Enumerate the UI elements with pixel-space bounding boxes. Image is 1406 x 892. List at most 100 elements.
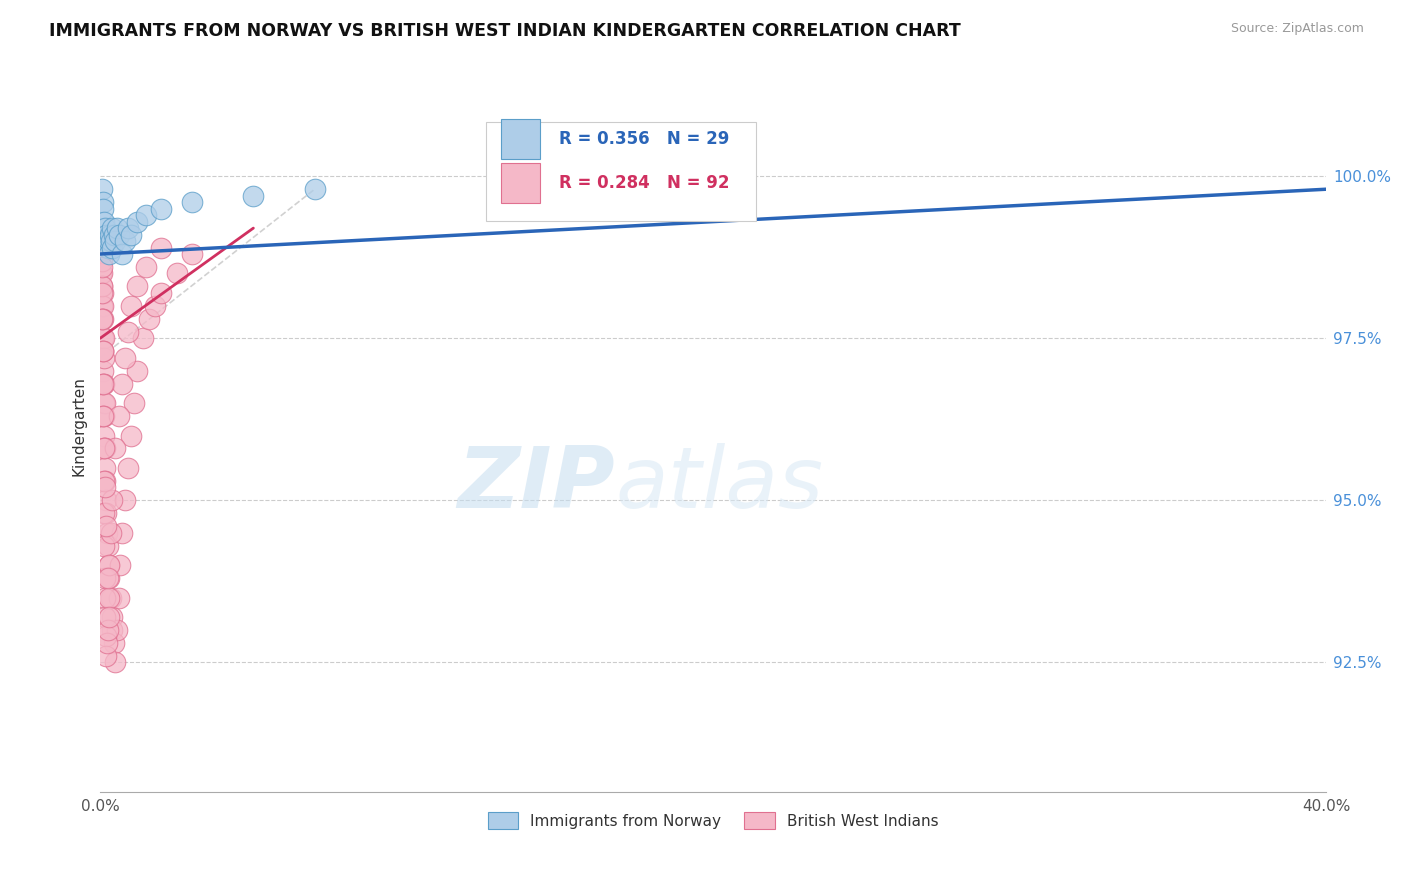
Point <box>107 409 129 423</box>
Point <box>125 214 148 228</box>
Point <box>97 623 120 637</box>
Point <box>103 636 125 650</box>
Point <box>90 247 112 261</box>
Point <box>90 267 112 281</box>
Point <box>105 623 128 637</box>
Point <box>125 279 148 293</box>
Point <box>93 442 115 456</box>
Point <box>107 227 129 242</box>
Point <box>93 409 115 423</box>
Point <box>91 285 114 300</box>
Point <box>93 506 115 520</box>
Point <box>90 279 112 293</box>
Point <box>91 344 114 359</box>
Point <box>150 202 173 216</box>
Point <box>91 279 114 293</box>
Point <box>150 285 173 300</box>
Point <box>94 461 117 475</box>
Point <box>100 591 122 605</box>
Point <box>93 428 115 442</box>
Point <box>117 461 139 475</box>
Legend: Immigrants from Norway, British West Indians: Immigrants from Norway, British West Ind… <box>481 805 945 836</box>
Point <box>91 311 114 326</box>
Point <box>101 241 124 255</box>
Point <box>150 241 173 255</box>
FancyBboxPatch shape <box>501 120 540 160</box>
Point <box>114 493 136 508</box>
FancyBboxPatch shape <box>501 162 540 202</box>
Point <box>181 195 204 210</box>
Point <box>96 525 118 540</box>
Point <box>91 376 114 391</box>
Point <box>96 506 118 520</box>
Text: ZIP: ZIP <box>457 442 614 526</box>
Point <box>96 636 118 650</box>
Point <box>97 591 120 605</box>
Point <box>90 234 112 248</box>
Point <box>91 344 114 359</box>
Point <box>91 331 114 345</box>
Point <box>90 234 112 248</box>
Point <box>117 221 139 235</box>
Point <box>91 267 114 281</box>
Point <box>93 331 115 345</box>
Point <box>101 623 124 637</box>
Point <box>93 442 115 456</box>
Text: R = 0.356   N = 29: R = 0.356 N = 29 <box>558 130 728 148</box>
Point <box>110 525 132 540</box>
Point <box>91 311 114 326</box>
Text: Source: ZipAtlas.com: Source: ZipAtlas.com <box>1230 22 1364 36</box>
Point <box>104 656 127 670</box>
FancyBboxPatch shape <box>486 122 756 220</box>
Point <box>132 331 155 345</box>
Point <box>100 525 122 540</box>
Point <box>93 376 115 391</box>
Point <box>93 214 115 228</box>
Point <box>100 221 122 235</box>
Point <box>120 428 142 442</box>
Point <box>93 539 115 553</box>
Point <box>98 571 121 585</box>
Point <box>100 234 122 248</box>
Point <box>114 351 136 365</box>
Point <box>93 221 115 235</box>
Point <box>98 558 121 573</box>
Point <box>91 409 114 423</box>
Point <box>96 648 118 663</box>
Point <box>97 571 120 585</box>
Point <box>91 195 114 210</box>
Point <box>103 227 125 242</box>
Point <box>93 396 115 410</box>
Point <box>110 247 132 261</box>
Point <box>90 182 112 196</box>
Point <box>93 442 115 456</box>
Point <box>91 202 114 216</box>
Point <box>120 299 142 313</box>
Point <box>107 591 129 605</box>
Point <box>120 227 142 242</box>
Point <box>135 208 157 222</box>
Point <box>94 474 117 488</box>
Point <box>100 610 122 624</box>
Point <box>138 311 160 326</box>
Point <box>242 188 264 202</box>
Point <box>94 629 117 643</box>
Point <box>90 260 112 274</box>
Point <box>166 267 188 281</box>
Point <box>91 344 114 359</box>
Point <box>125 364 148 378</box>
Point <box>104 234 127 248</box>
Point <box>135 260 157 274</box>
Point <box>97 241 120 255</box>
Point <box>98 227 121 242</box>
Point <box>91 285 114 300</box>
Point <box>91 364 114 378</box>
Point <box>181 247 204 261</box>
Point <box>94 234 117 248</box>
Point <box>105 221 128 235</box>
Point <box>98 610 121 624</box>
Point <box>104 442 127 456</box>
Point <box>97 234 120 248</box>
Point <box>114 234 136 248</box>
Point <box>117 325 139 339</box>
